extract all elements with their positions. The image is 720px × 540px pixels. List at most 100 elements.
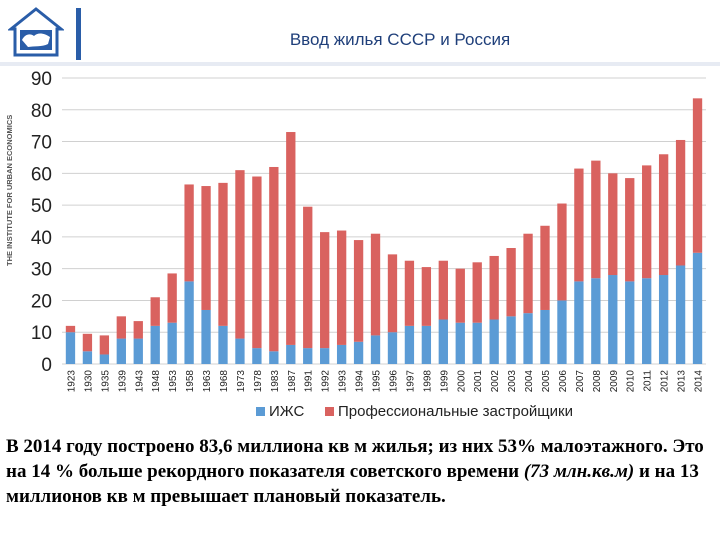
x-tick-label: 1973 bbox=[236, 370, 247, 393]
bar-prof-1943 bbox=[133, 321, 143, 339]
x-tick-label: 1963 bbox=[202, 370, 213, 393]
x-tick-label: 2007 bbox=[575, 370, 586, 393]
bar-prof-1948 bbox=[150, 297, 160, 326]
x-tick-label: 2008 bbox=[592, 370, 603, 393]
bar-izhs-1939 bbox=[116, 338, 126, 364]
bar-prof-2010 bbox=[625, 178, 635, 282]
bar-prof-1978 bbox=[252, 176, 262, 349]
x-tick-label: 1991 bbox=[304, 370, 315, 393]
bar-izhs-1968 bbox=[218, 325, 228, 364]
legend-swatch bbox=[325, 407, 334, 416]
x-tick-label: 1948 bbox=[151, 370, 162, 393]
bar-izhs-1991 bbox=[303, 348, 313, 364]
bar-prof-2009 bbox=[608, 173, 618, 276]
x-tick-label: 2009 bbox=[609, 370, 620, 393]
x-tick-label: 1943 bbox=[134, 370, 145, 393]
header: Ввод жилья СССР и Россия bbox=[0, 0, 720, 64]
y-tick-label: 30 bbox=[31, 260, 52, 281]
y-tick-label: 10 bbox=[31, 323, 52, 344]
bar-prof-1923 bbox=[65, 325, 76, 333]
x-tick-label: 2014 bbox=[694, 370, 705, 393]
bar-izhs-2002 bbox=[489, 319, 499, 364]
bar-izhs-1963 bbox=[201, 309, 211, 364]
bar-izhs-1993 bbox=[336, 344, 347, 364]
bar-prof-1996 bbox=[387, 254, 398, 333]
bar-izhs-2009 bbox=[608, 275, 618, 364]
bar-izhs-1923 bbox=[65, 332, 76, 364]
bar-izhs-2003 bbox=[506, 316, 516, 364]
x-tick-label: 2013 bbox=[677, 370, 688, 393]
x-tick-label: 1987 bbox=[287, 370, 298, 393]
bar-prof-2000 bbox=[455, 268, 465, 323]
y-tick-label: 0 bbox=[41, 355, 52, 376]
x-tick-label: 1992 bbox=[321, 370, 332, 393]
x-tick-label: 2000 bbox=[456, 370, 467, 393]
x-tick-label: 1978 bbox=[253, 370, 264, 393]
x-tick-label: 1958 bbox=[185, 370, 196, 393]
bar-prof-1987 bbox=[286, 132, 296, 345]
x-tick-label: 1953 bbox=[168, 370, 179, 393]
y-tick-label: 50 bbox=[31, 196, 52, 217]
bar-prof-2002 bbox=[489, 255, 499, 320]
caption-text-2: (73 млн.кв.м) bbox=[523, 461, 635, 482]
header-band bbox=[0, 62, 720, 66]
bar-prof-2001 bbox=[472, 262, 482, 323]
bar-prof-1994 bbox=[353, 240, 364, 342]
x-tick-label: 1996 bbox=[388, 370, 399, 393]
bar-prof-2012 bbox=[658, 154, 669, 276]
bar-prof-2005 bbox=[540, 225, 550, 310]
legend-label: ИЖС bbox=[269, 403, 304, 420]
legend-label: Профессиональные застройщики bbox=[338, 403, 573, 420]
bar-prof-2007 bbox=[574, 168, 584, 282]
bar-prof-1973 bbox=[235, 170, 245, 339]
bar-izhs-1943 bbox=[133, 338, 143, 364]
bar-izhs-2014 bbox=[692, 252, 703, 364]
x-tick-label: 2005 bbox=[541, 370, 552, 393]
x-tick-label: 1930 bbox=[83, 370, 94, 393]
bar-izhs-2001 bbox=[472, 322, 482, 364]
bar-prof-1935 bbox=[99, 335, 110, 355]
bar-prof-2011 bbox=[642, 165, 652, 279]
x-tick-label: 2003 bbox=[507, 370, 518, 393]
x-tick-label: 2012 bbox=[660, 370, 671, 393]
bar-prof-1991 bbox=[303, 206, 313, 349]
bar-izhs-1995 bbox=[370, 335, 381, 364]
caption: В 2014 году построено 83,6 миллиона кв м… bbox=[6, 434, 716, 509]
bar-prof-1953 bbox=[167, 273, 177, 323]
bar-izhs-1998 bbox=[421, 325, 432, 364]
bar-prof-2004 bbox=[523, 233, 533, 314]
bar-izhs-2000 bbox=[455, 322, 465, 364]
x-tick-label: 1998 bbox=[422, 370, 433, 393]
institute-name: THE INSTITUTE FOR URBAN ECONOMICS bbox=[5, 115, 14, 266]
caption-text-3: и на 13 миллионов кв м превышает плановы… bbox=[6, 461, 699, 507]
bar-prof-1997 bbox=[404, 260, 415, 326]
x-tick-label: 2010 bbox=[626, 370, 637, 393]
bar-prof-2003 bbox=[506, 248, 516, 317]
bar-izhs-1983 bbox=[269, 351, 279, 364]
x-tick-label: 1983 bbox=[270, 370, 281, 393]
x-tick-label: 2002 bbox=[490, 370, 501, 393]
bar-prof-1958 bbox=[184, 184, 194, 282]
x-tick-label: 1999 bbox=[439, 370, 450, 393]
bar-izhs-1953 bbox=[167, 322, 177, 364]
x-tick-label: 1935 bbox=[100, 370, 111, 393]
bar-izhs-2005 bbox=[540, 309, 550, 364]
bar-prof-1939 bbox=[116, 316, 126, 339]
bar-izhs-1992 bbox=[320, 348, 330, 364]
x-tick-label: 1923 bbox=[66, 370, 77, 393]
bar-prof-1983 bbox=[269, 166, 279, 352]
y-tick-label: 40 bbox=[31, 228, 52, 249]
bar-izhs-2006 bbox=[557, 300, 567, 364]
bar-izhs-2004 bbox=[523, 313, 533, 364]
y-tick-label: 80 bbox=[31, 101, 52, 122]
bar-izhs-1996 bbox=[387, 332, 398, 364]
bar-izhs-2008 bbox=[591, 278, 601, 364]
x-tick-label: 1994 bbox=[355, 370, 366, 393]
bar-izhs-1997 bbox=[404, 325, 415, 364]
bar-prof-1963 bbox=[201, 186, 211, 310]
bar-izhs-1958 bbox=[184, 281, 194, 364]
bar-izhs-1987 bbox=[286, 344, 296, 364]
x-tick-label: 2001 bbox=[473, 370, 484, 393]
bar-prof-1968 bbox=[218, 182, 228, 326]
x-tick-label: 1939 bbox=[117, 370, 128, 393]
